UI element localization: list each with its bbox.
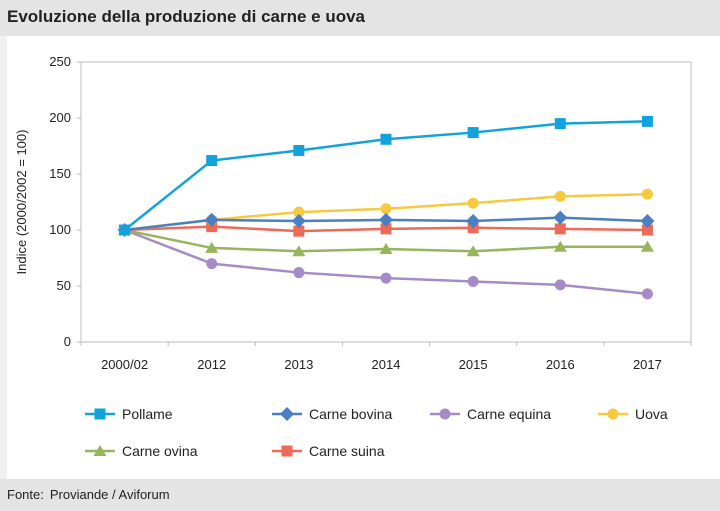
x-tick-label: 2015 xyxy=(459,357,488,372)
legend-marker xyxy=(94,408,106,420)
series-line-carne-equina xyxy=(124,228,648,296)
x-tick-label: 2000/02 xyxy=(101,357,148,372)
legend-label: Uova xyxy=(635,406,668,422)
legend-label: Carne bovina xyxy=(309,406,392,422)
data-point-carne-bovina xyxy=(204,212,219,227)
chart-panel xyxy=(0,36,720,479)
data-point-carne-suina xyxy=(641,224,653,236)
header-bar: Evoluzione della produzione di carne e u… xyxy=(0,0,720,36)
data-point-uova xyxy=(641,188,653,200)
x-tick-label: 2016 xyxy=(546,357,575,372)
plot-area xyxy=(7,36,720,479)
data-point-pollame xyxy=(554,118,566,130)
x-tick-label: 2017 xyxy=(633,357,662,372)
data-point-pollame xyxy=(206,155,218,167)
legend-item-uova: Uova xyxy=(598,406,668,422)
source-text: Proviande / Aviforum xyxy=(49,487,170,502)
data-point-carne-suina xyxy=(380,223,392,235)
legend-item-carne-suina: Carne suina xyxy=(272,443,385,459)
data-point-pollame xyxy=(380,133,392,145)
legend-item-carne-bovina: Carne bovina xyxy=(272,406,392,422)
data-point-uova xyxy=(554,190,566,202)
legend-marker xyxy=(93,445,107,456)
y-tick-label: 50 xyxy=(57,278,71,293)
legend-marker xyxy=(439,408,451,420)
data-point-pollame xyxy=(119,224,131,236)
series-carne-ovina xyxy=(118,224,654,257)
legend-marker xyxy=(607,408,619,420)
y-tick-label: 150 xyxy=(49,166,71,181)
data-point-carne-bovina xyxy=(291,214,306,229)
data-point-carne-ovina xyxy=(379,243,393,255)
y-tick-label: 0 xyxy=(64,334,71,349)
plot-border xyxy=(80,61,692,343)
data-point-carne-suina xyxy=(293,225,305,237)
legend-item-pollame: Pollame xyxy=(85,406,173,422)
data-point-carne-equina xyxy=(641,288,653,300)
data-point-carne-equina xyxy=(380,272,392,284)
data-point-pollame xyxy=(641,115,653,127)
chart-title: Evoluzione della produzione di carne e u… xyxy=(7,7,366,26)
data-point-carne-ovina xyxy=(553,240,567,252)
series-carne-equina xyxy=(119,224,653,300)
legend-marker xyxy=(280,407,294,421)
data-point-uova xyxy=(380,203,392,215)
data-point-carne-suina xyxy=(554,223,566,235)
legend-item-carne-ovina: Carne ovina xyxy=(85,443,198,459)
data-point-carne-equina xyxy=(293,267,305,279)
data-point-uova xyxy=(293,206,305,218)
y-tick-label: 200 xyxy=(49,110,71,125)
data-point-carne-bovina xyxy=(466,214,481,229)
x-tick-label: 2014 xyxy=(372,357,401,372)
legend-label: Pollame xyxy=(122,406,173,422)
line-chart: 0 50 100 150 200 250 Indice (2000/2002 = 100) 2… xyxy=(14,54,692,459)
data-point-pollame xyxy=(467,127,479,139)
series-carne-bovina xyxy=(117,210,655,237)
data-point-carne-equina xyxy=(206,258,218,270)
data-point-carne-ovina xyxy=(640,240,654,252)
legend-label: Carne equina xyxy=(467,406,551,422)
data-point-carne-bovina xyxy=(379,212,393,227)
source-label: Fonte: xyxy=(7,487,44,502)
footer-bar: Fonte: Proviande / Aviforum xyxy=(0,479,720,511)
x-tick-label: 2012 xyxy=(197,357,226,372)
legend-label: Carne suina xyxy=(309,443,385,459)
data-point-uova xyxy=(467,197,479,209)
y-axis-title: Indice (2000/2002 = 100) xyxy=(14,130,29,275)
source-note: Fonte: Proviande / Aviforum xyxy=(7,487,176,502)
legend-item-carne-equina: Carne equina xyxy=(430,406,551,422)
data-point-carne-ovina xyxy=(466,245,480,257)
data-point-carne-ovina xyxy=(292,245,306,257)
data-point-carne-ovina xyxy=(205,241,219,253)
data-point-carne-equina xyxy=(554,279,566,291)
x-tick-label: 2013 xyxy=(284,357,313,372)
data-point-carne-bovina xyxy=(553,210,568,225)
legend-marker xyxy=(281,445,293,457)
y-tick-label: 100 xyxy=(49,222,71,237)
legend-label: Carne ovina xyxy=(122,443,198,459)
y-tick-label: 250 xyxy=(49,54,71,69)
data-point-carne-bovina xyxy=(640,214,655,229)
data-point-carne-equina xyxy=(467,276,479,288)
data-point-pollame xyxy=(293,144,305,156)
series-pollame xyxy=(119,115,653,236)
